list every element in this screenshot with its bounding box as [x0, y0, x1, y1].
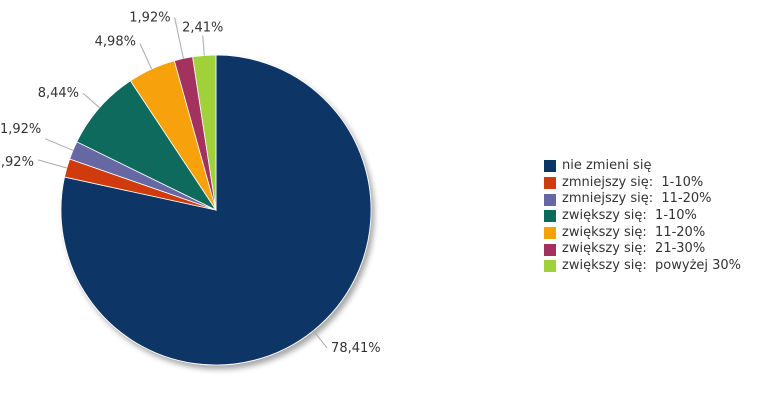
legend-item: zmniejszy się: 11-20% [544, 191, 741, 208]
legend-label: zmniejszy się: 1-10% [562, 175, 703, 192]
slice-value-label: 4,98% [95, 35, 136, 50]
legend-swatch [544, 194, 556, 206]
legend-item: zwiększy się: powyżej 30% [544, 258, 741, 275]
legend-swatch [544, 210, 556, 222]
legend-swatch [544, 260, 556, 272]
slice-value-label: 1,92% [129, 10, 170, 25]
legend-label: zwiększy się: powyżej 30% [562, 258, 741, 275]
chart-legend: nie zmieni się zmniejszy się: 1-10% zmniej… [544, 158, 741, 275]
slice-value-label: 2,41% [182, 21, 223, 36]
label-leader-line [313, 331, 327, 348]
slice-value-label: 1,92% [0, 122, 41, 137]
label-leader-line [83, 93, 100, 108]
slice-value-label: 78,41% [331, 341, 381, 356]
legend-label: zwiększy się: 11-20% [562, 225, 705, 242]
label-leader-line [45, 139, 73, 151]
legend-item: zwiększy się: 11-20% [544, 225, 741, 242]
legend-swatch [544, 160, 556, 172]
slice-value-label: 1,92% [0, 155, 34, 170]
label-leader-line [140, 44, 152, 69]
legend-item: zmniejszy się: 1-10% [544, 175, 741, 192]
label-leader-line [203, 36, 205, 56]
legend-swatch [544, 244, 556, 256]
legend-label: zmniejszy się: 11-20% [562, 191, 712, 208]
legend-label: zwiększy się: 1-10% [562, 208, 697, 225]
legend-label: zwiększy się: 21-30% [562, 241, 705, 258]
slice-value-label: 8,44% [38, 86, 79, 101]
legend-item: zwiększy się: 21-30% [544, 241, 741, 258]
legend-swatch [544, 227, 556, 239]
legend-item: zwiększy się: 1-10% [544, 208, 741, 225]
legend-label: nie zmieni się [562, 158, 651, 175]
legend-item: nie zmieni się [544, 158, 741, 175]
label-leader-line [38, 160, 67, 168]
pie-slices [61, 55, 371, 365]
legend-swatch [544, 177, 556, 189]
